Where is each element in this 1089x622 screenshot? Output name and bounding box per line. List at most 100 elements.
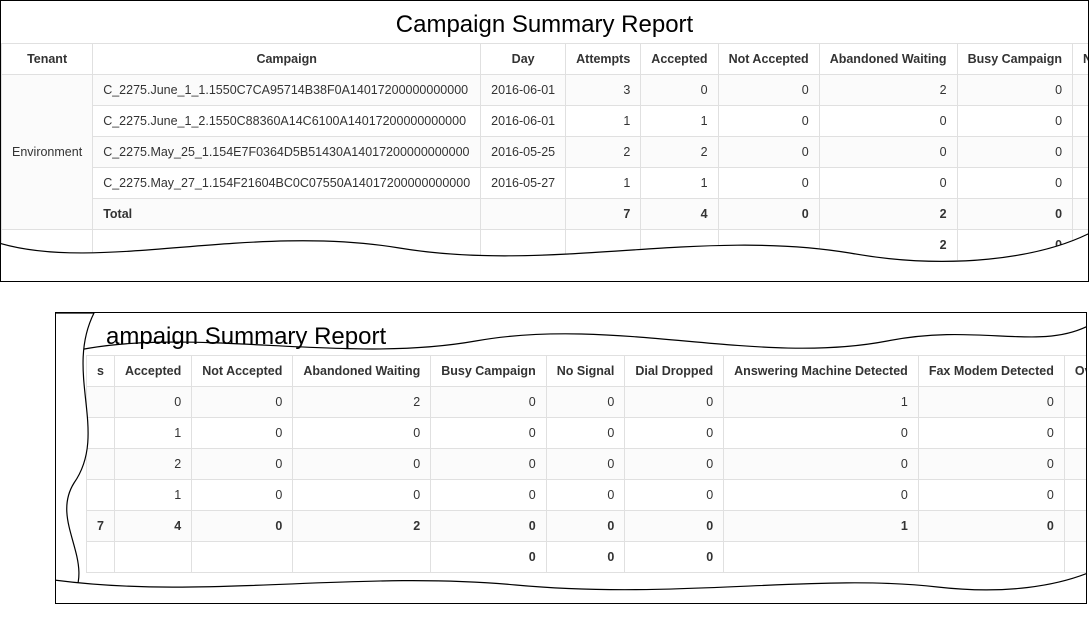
report-title-partial: ampaign Summary Report bbox=[96, 313, 1086, 355]
col-abandoned: Abandoned Waiting bbox=[819, 44, 957, 75]
cell: 0 bbox=[918, 511, 1064, 542]
col-campaign: Campaign bbox=[93, 44, 481, 75]
cell: 0 bbox=[819, 106, 957, 137]
cell: 0 bbox=[957, 230, 1072, 261]
cell: 0 bbox=[546, 542, 625, 573]
cell: 0 bbox=[724, 449, 919, 480]
cell: 0 bbox=[819, 137, 957, 168]
total-row: 740200010600:12.65000:04.45800:02.055 bbox=[87, 511, 1088, 542]
cell: 0 bbox=[1073, 106, 1089, 137]
tenant-cell: Environment bbox=[2, 75, 93, 230]
cell: 2 bbox=[1064, 387, 1087, 418]
cell: 0 bbox=[192, 449, 293, 480]
cell: 1 bbox=[114, 418, 191, 449]
cell: 0 bbox=[724, 480, 919, 511]
cell: 0 bbox=[431, 511, 546, 542]
cell: 2016-06-01 bbox=[481, 106, 566, 137]
cell: 2 bbox=[819, 199, 957, 230]
col-day: Day bbox=[481, 44, 566, 75]
table-row: C_2275.May_25_1.154E7F0364D5B51430A14017… bbox=[2, 137, 1089, 168]
report-panel-bottom: ampaign Summary Report s Accepted Not Ac… bbox=[55, 312, 1087, 604]
cell: 0 bbox=[431, 542, 546, 573]
cell: 2016-05-27 bbox=[481, 168, 566, 199]
cell: 0 bbox=[625, 449, 724, 480]
table-row: EnvironmentC_2275.June_1_1.1550C7CA95714… bbox=[2, 75, 1089, 106]
cell: 2 bbox=[819, 230, 957, 261]
cell: 1 bbox=[566, 106, 641, 137]
cell: 0 bbox=[431, 418, 546, 449]
col-tenant: Tenant bbox=[2, 44, 93, 75]
cell bbox=[93, 230, 481, 261]
table-row: C_2275.June_1_2.1550C88360A14C6100A14017… bbox=[2, 106, 1089, 137]
cell: 0 bbox=[957, 106, 1072, 137]
cell: 0 bbox=[114, 387, 191, 418]
cell: 2016-05-25 bbox=[481, 137, 566, 168]
cell: 0 bbox=[546, 511, 625, 542]
cell: 4 bbox=[114, 511, 191, 542]
cell: 0 bbox=[641, 75, 718, 106]
table-row: C_2275.May_27_1.154F21604BC0C07550A14017… bbox=[2, 168, 1089, 199]
cell: 0 bbox=[957, 75, 1072, 106]
cell bbox=[1064, 542, 1087, 573]
table-header-row: Tenant Campaign Day Attempts Accepted No… bbox=[2, 44, 1089, 75]
cell: 1 bbox=[641, 106, 718, 137]
cell: 7 bbox=[566, 199, 641, 230]
col-accepted: Accepted bbox=[641, 44, 718, 75]
cell: 0 bbox=[625, 387, 724, 418]
cell: 0 bbox=[192, 480, 293, 511]
cell: 1 bbox=[1064, 418, 1087, 449]
table-header-row: s Accepted Not Accepted Abandoned Waitin… bbox=[87, 356, 1088, 387]
cell: 0 bbox=[546, 480, 625, 511]
cell: 0 bbox=[1073, 230, 1089, 261]
report-title: Campaign Summary Report bbox=[1, 1, 1088, 43]
cell bbox=[718, 230, 819, 261]
col-busy: Busy Campaign bbox=[957, 44, 1072, 75]
table-row: 20000000200:11.53800:04.55300:02.606 bbox=[87, 449, 1088, 480]
cell: 0 bbox=[546, 449, 625, 480]
cell bbox=[114, 542, 191, 573]
cell: 0 bbox=[192, 511, 293, 542]
cell: C_2275.May_25_1.154E7F0364D5B51430A14017… bbox=[93, 137, 481, 168]
cell: 2 bbox=[1064, 449, 1087, 480]
cell: 0 bbox=[293, 418, 431, 449]
report-panel-top: Campaign Summary Report Tenant Campaign … bbox=[0, 0, 1089, 282]
cell bbox=[918, 542, 1064, 573]
cell: 0 bbox=[819, 168, 957, 199]
col-attempts: Attempts bbox=[566, 44, 641, 75]
col-overdial: Overdial bbox=[1064, 356, 1087, 387]
col-busy: Busy Campaign bbox=[431, 356, 546, 387]
cell: 0 bbox=[293, 480, 431, 511]
cell: 3 bbox=[566, 75, 641, 106]
col-ans-machine: Answering Machine Detected bbox=[724, 356, 919, 387]
cell: 1 bbox=[566, 168, 641, 199]
cell: C_2275.June_1_2.1550C88360A14C6100A14017… bbox=[93, 106, 481, 137]
col-abandoned: Abandoned Waiting bbox=[293, 356, 431, 387]
cell: 0 bbox=[192, 387, 293, 418]
cell: 4 bbox=[641, 199, 718, 230]
cell: C_2275.May_27_1.154F21604BC0C07550A14017… bbox=[93, 168, 481, 199]
cell: 0 bbox=[431, 449, 546, 480]
table-row-partial: 00000:12.65000:04.45800:02.055 bbox=[87, 542, 1088, 573]
cell: 0 bbox=[918, 449, 1064, 480]
cell: 0 bbox=[293, 449, 431, 480]
cell: 1 bbox=[724, 387, 919, 418]
cell: 2 bbox=[293, 387, 431, 418]
cell: 1 bbox=[724, 511, 919, 542]
cell: 0 bbox=[918, 480, 1064, 511]
cell bbox=[641, 230, 718, 261]
table-row: 00200010200:12.42000:00.00000:01.521 bbox=[87, 387, 1088, 418]
cell: 0 bbox=[957, 168, 1072, 199]
cell: 0 bbox=[625, 511, 724, 542]
cell: 0 bbox=[957, 199, 1072, 230]
cell bbox=[724, 542, 919, 573]
cell: 0 bbox=[918, 387, 1064, 418]
report-table-top: Tenant Campaign Day Attempts Accepted No… bbox=[1, 43, 1089, 261]
cell: 0 bbox=[625, 542, 724, 573]
cell: 1 bbox=[114, 480, 191, 511]
col-not-accepted: Not Accepted bbox=[718, 44, 819, 75]
col-no-signal: No Signal bbox=[546, 356, 625, 387]
cell: 0 bbox=[957, 137, 1072, 168]
cell: 0 bbox=[546, 418, 625, 449]
cell bbox=[2, 230, 93, 261]
col-fax: Fax Modem Detected bbox=[918, 356, 1064, 387]
